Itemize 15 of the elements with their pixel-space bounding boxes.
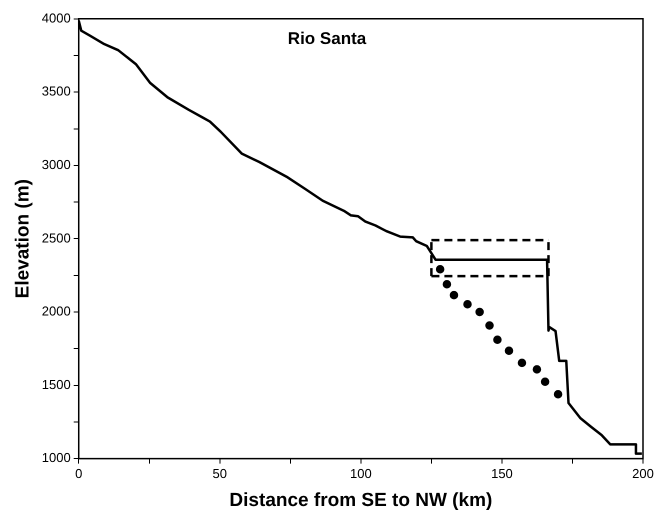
x-tick-label: 150 (491, 466, 513, 481)
y-tick-label: 3000 (42, 156, 71, 172)
y-tick-label: 4000 (42, 10, 71, 26)
y-tick-label: 1500 (42, 376, 71, 392)
x-tick-label: 50 (212, 466, 228, 481)
text: Rio Santa (288, 28, 367, 48)
x-axis-title: Distance from SE to NW (km) (229, 490, 492, 511)
y-tick-label: 2500 (42, 230, 71, 246)
y-tick-label: 2000 (42, 304, 71, 319)
y-tick-label: 3500 (42, 84, 71, 99)
y-tick-label: 1000 (42, 450, 71, 466)
x-tick-label: 100 (350, 466, 372, 481)
x-tick-label: 200 (632, 466, 654, 481)
x-tick-label: 0 (75, 466, 82, 481)
y-axis-title: Elevation (m) (12, 179, 34, 298)
